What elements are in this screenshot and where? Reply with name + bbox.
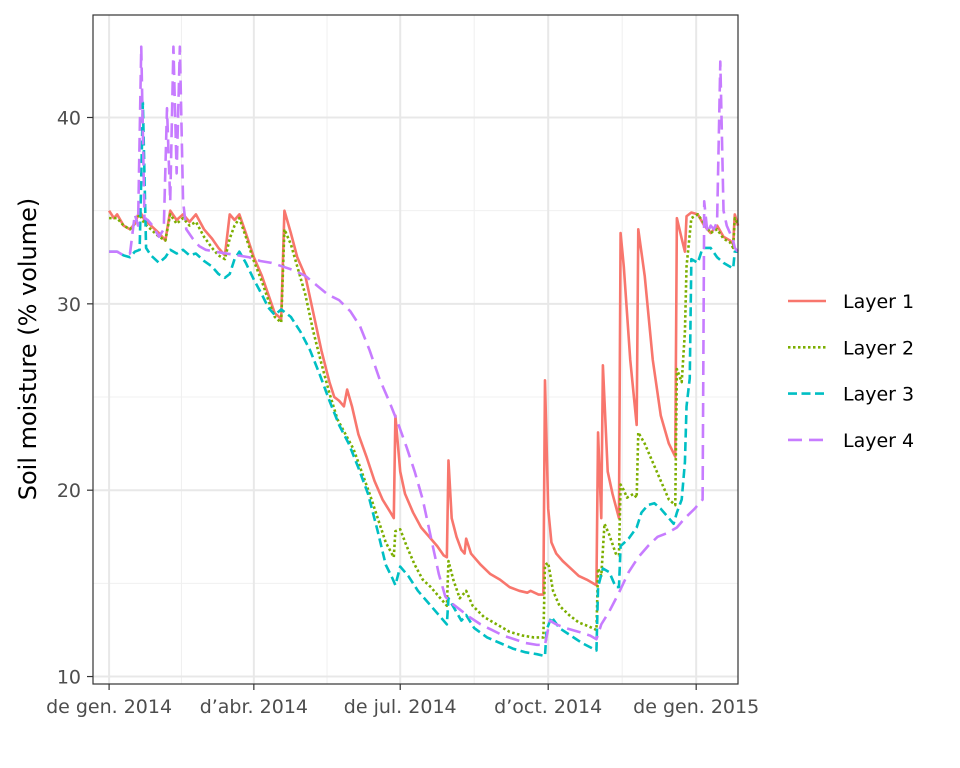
y-tick-label: 10 [57, 667, 81, 689]
x-tick-label: d’oct. 2014 [494, 696, 602, 718]
y-axis-title: Soil moisture (% volume) [14, 198, 42, 501]
legend: Layer 1 Layer 2 Layer 3 Layer 4 [788, 291, 914, 452]
series-line-layer-1 [107, 209, 740, 596]
series-line-layer-2 [109, 213, 740, 639]
axes: 10 20 30 40 de gen. 2014 d’abr. 2014 de jul. 2… [46, 107, 759, 718]
x-tick-label: d’abr. 2014 [200, 696, 308, 718]
y-tick-label: 20 [57, 480, 81, 502]
series-line-layer-3 [109, 101, 738, 658]
legend-label-layer-1: Layer 1 [843, 291, 914, 313]
plot-panel-border [92, 14, 739, 685]
series-line-layer-4 [109, 45, 739, 647]
legend-label-layer-3: Layer 3 [843, 384, 914, 406]
grid-lines [93, 15, 738, 684]
x-tick-label: de jul. 2014 [344, 696, 457, 718]
x-tick-label: de gen. 2015 [633, 696, 759, 718]
y-tick-label: 40 [57, 107, 81, 129]
legend-label-layer-4: Layer 4 [843, 430, 914, 452]
legend-label-layer-2: Layer 2 [843, 337, 914, 359]
y-tick-label: 30 [57, 294, 81, 316]
x-tick-label: de gen. 2014 [46, 696, 172, 718]
series-lines [107, 45, 740, 658]
